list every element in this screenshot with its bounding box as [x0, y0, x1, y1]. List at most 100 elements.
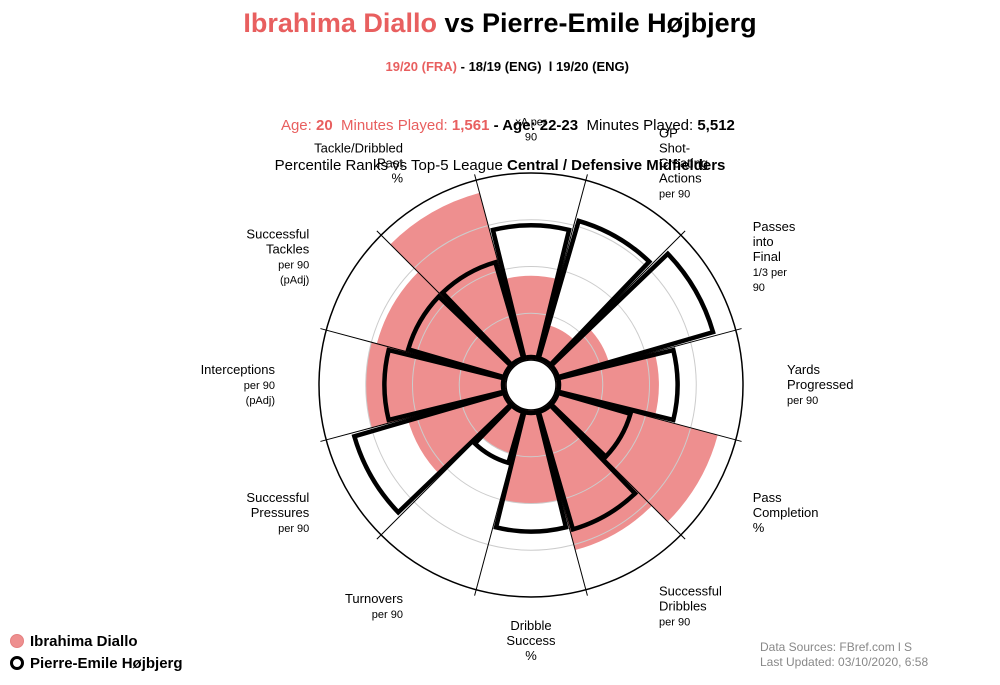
category-label-3: Yards Progressed per 90	[787, 362, 853, 407]
category-label-line: Tackle/Dribbled	[314, 140, 403, 155]
category-label-line: 1/3 per	[753, 267, 788, 279]
category-label-line: Creating	[659, 155, 708, 170]
category-label-line: into	[753, 234, 774, 249]
category-label-line: Pass	[753, 490, 782, 505]
category-label-line: 90	[525, 132, 537, 144]
wedge-player2-7	[471, 402, 526, 466]
category-label-line: (pAdj)	[280, 275, 309, 287]
category-label-line: 90	[753, 282, 765, 294]
info-line: Age: 20 Minutes Played: 1,561 - Age: 22-…	[0, 96, 1000, 156]
player2-minutes-label: Minutes Played:	[578, 117, 698, 134]
legend-item-player1: Ibrahima Diallo	[10, 630, 183, 652]
player2-minutes: 5,512	[697, 117, 735, 134]
chart-header: Ibrahima Diallo vs Pierre-Emile Højbjerg…	[0, 6, 1000, 175]
category-label-line: Yards	[787, 362, 820, 377]
category-label-line: Past	[377, 155, 403, 170]
player2-name: Pierre-Emile Højbjerg	[482, 8, 757, 38]
category-label-0: xA per 90	[515, 117, 547, 144]
category-label-line: Final	[753, 249, 781, 264]
category-label-line: Tackles	[266, 242, 310, 257]
grid-ring-100	[318, 172, 744, 598]
category-label-line: per 90	[278, 523, 309, 535]
category-label-6: Dribble Success%	[506, 618, 556, 663]
player1-age: 20	[315, 117, 333, 134]
player1-name: Ibrahima Diallo	[243, 8, 437, 38]
player1-season: 19/20 (FRA)	[385, 59, 458, 74]
category-label-line: Successful	[246, 227, 309, 242]
grid-ring-50	[412, 266, 650, 504]
category-label-8: Successful Pressures per 90	[246, 490, 309, 535]
last-updated-line: Last Updated: 03/10/2020, 6:58	[760, 655, 929, 669]
player2-age-label: - Age:	[489, 117, 540, 134]
wedge-player2-11	[439, 259, 526, 368]
wedge-player2-9	[382, 347, 507, 423]
category-label-line: Pressures	[251, 505, 310, 520]
category-label-line: Dribble	[510, 618, 551, 633]
wedge-player2-6	[493, 409, 569, 534]
category-labels: xA per 90 OP Shot-Creating Actions per 90 Pass…	[201, 117, 854, 664]
wedge-player2-2	[548, 250, 716, 380]
category-label-line: Turnovers	[345, 591, 404, 606]
player1-minutes: 1,561	[451, 117, 490, 134]
wedge-player2-10	[405, 293, 514, 380]
wedge-player1-3	[555, 351, 659, 419]
category-label-7: Turnovers per 90	[345, 591, 404, 621]
chart-title: Ibrahima Diallo vs Pierre-Emile Højbjerg	[0, 6, 1000, 40]
category-label-line: xA per	[515, 117, 547, 129]
wedge-player2-5	[536, 402, 639, 533]
category-label-line: Successful	[659, 584, 722, 599]
category-label-line: %	[525, 648, 537, 663]
category-label-line: Success	[506, 633, 556, 648]
subtitle-position: Central / Defensive Midfielders	[506, 157, 726, 174]
category-label-line: OP	[659, 125, 678, 140]
category-label-line: per 90	[659, 188, 690, 200]
category-label-line: per 90	[278, 260, 309, 272]
category-label-line: Interceptions	[201, 362, 276, 377]
wedge-player2-0	[490, 223, 572, 361]
category-label-11: Tackle/Dribbled Past%	[314, 140, 403, 185]
wedge-player2-1	[536, 218, 653, 368]
data-sources-line: Data Sources: FBref.com l S	[760, 640, 913, 654]
legend-item-player2: Pierre-Emile Højbjerg	[10, 652, 183, 674]
category-label-1: OP Shot-Creating Actions per 90	[659, 125, 708, 200]
category-label-line: Completion	[753, 505, 819, 520]
title-vs: vs	[436, 8, 482, 38]
grid-ring-25	[458, 312, 604, 458]
wedge-player2-3	[555, 347, 680, 423]
category-label-line: %	[391, 170, 403, 185]
grid-ring-75	[365, 219, 697, 551]
legend-swatch-ring-icon	[10, 656, 24, 670]
wedge-player2-4	[548, 390, 634, 460]
legend-label-player2: Pierre-Emile Højbjerg	[30, 654, 183, 672]
category-label-line: per 90	[787, 395, 818, 407]
player1-age-label: Age:	[280, 117, 316, 134]
legend: Ibrahima Diallo Pierre-Emile Højbjerg	[10, 630, 183, 674]
category-label-line: Dribbles	[659, 599, 707, 614]
legend-label-player1: Ibrahima Diallo	[30, 632, 138, 650]
player1-minutes-label: Minutes Played:	[332, 117, 452, 134]
category-label-line: per 90	[372, 609, 403, 621]
player2-season: - 18/19 (ENG) l 19/20 (ENG)	[457, 59, 629, 74]
category-label-line: per 90	[659, 617, 690, 629]
category-label-line: Actions	[659, 170, 702, 185]
category-label-line: Progressed	[787, 377, 853, 392]
wedge-player1-0	[502, 275, 560, 361]
wedge-player2-8	[351, 390, 514, 516]
category-label-9: Interceptions per 90 (pAdj)	[201, 362, 276, 407]
category-label-4: Pass Completion%	[753, 490, 819, 535]
category-label-line: per 90	[244, 380, 275, 392]
subtitle-prefix: Percentile Ranks vs Top-5 League	[274, 157, 507, 174]
category-label-10: Successful Tackles per 90 (pAdj)	[246, 227, 309, 287]
category-label-line: Passes	[753, 219, 796, 234]
category-label-line: Successful	[246, 490, 309, 505]
category-label-2: Passes into Final 1/3 per 90	[753, 219, 796, 294]
wedge-player1-9	[365, 342, 507, 428]
player2-age: 22-23	[539, 117, 579, 134]
legend-swatch-filled-circle-icon	[10, 634, 24, 648]
player2-outline-layer	[351, 218, 716, 534]
category-label-line: %	[753, 520, 765, 535]
chart-subtitle: Percentile Ranks vs Top-5 League Central…	[0, 156, 1000, 175]
category-label-5: Successful Dribbles per 90	[659, 584, 722, 629]
category-label-line: Shot-	[659, 140, 690, 155]
